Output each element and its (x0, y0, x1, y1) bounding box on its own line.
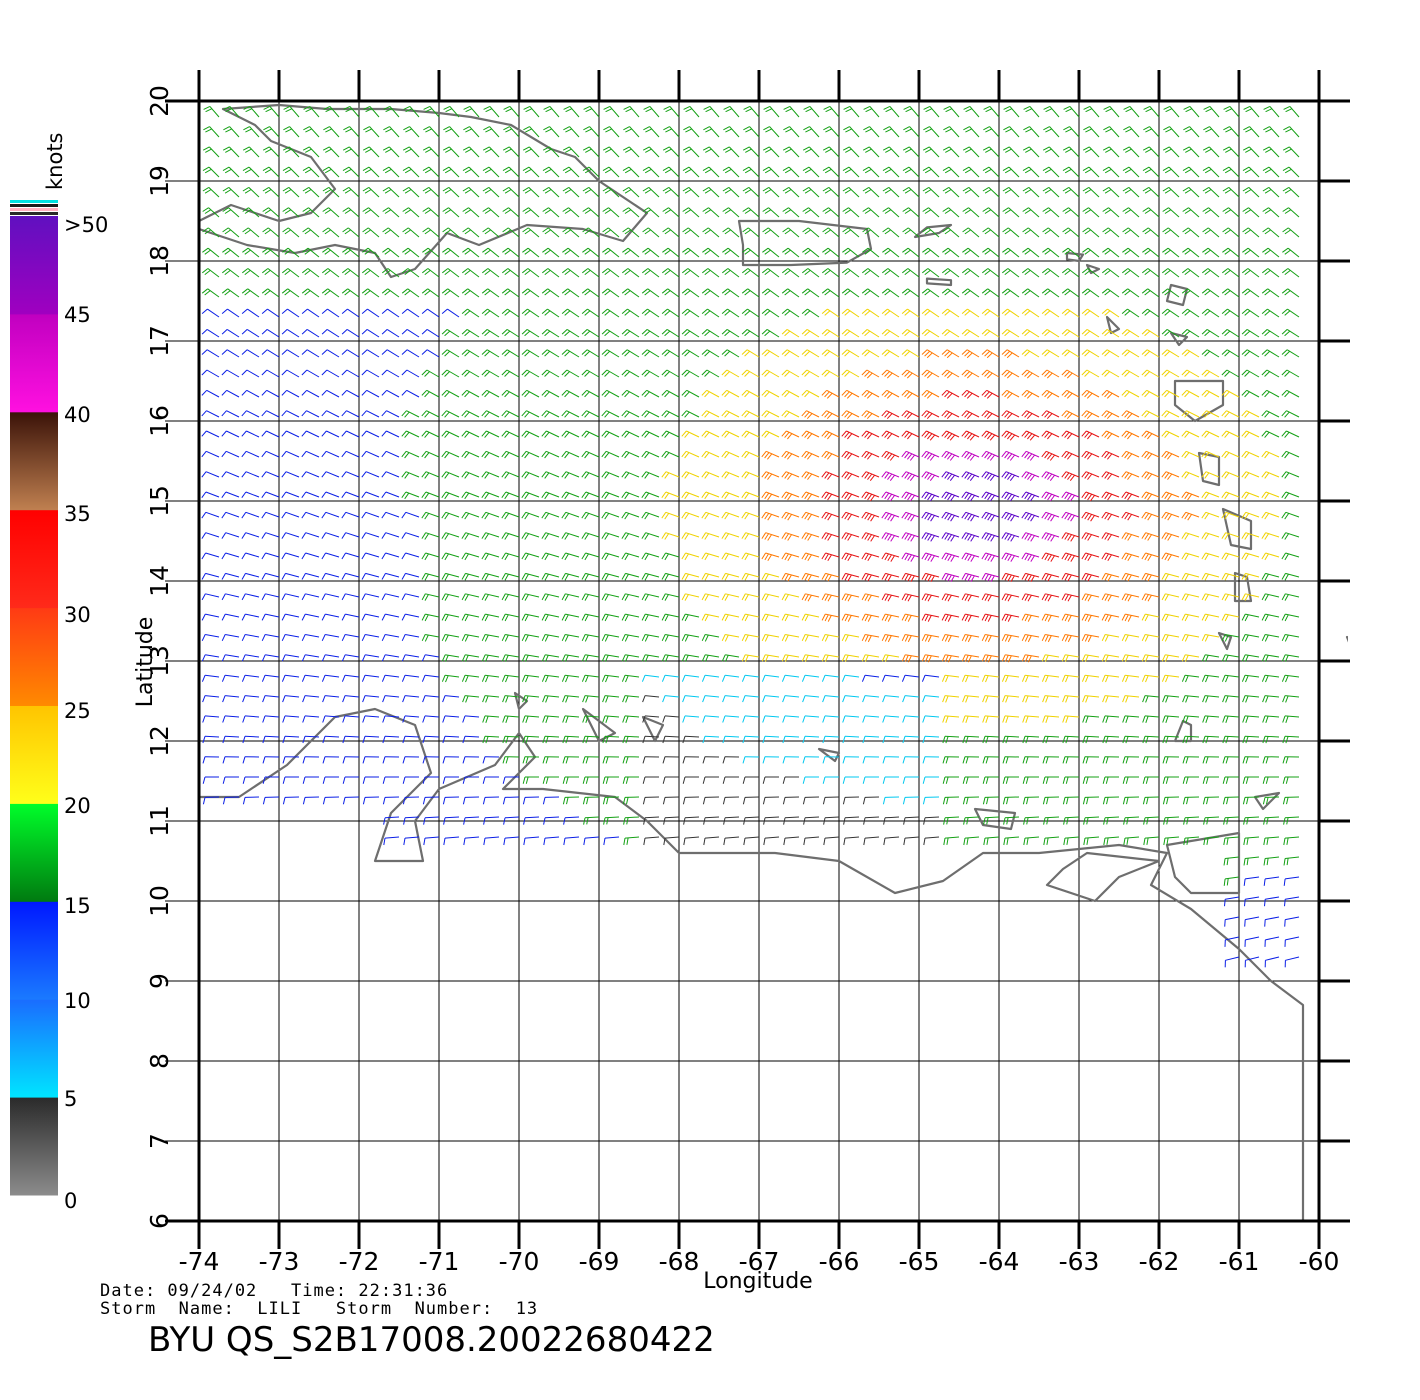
coastline (913, 223, 953, 239)
legend-tick-label: 40 (64, 403, 91, 427)
longitude-tick-label: -61 (1219, 1247, 1260, 1276)
coastline (1345, 635, 1348, 643)
coastline (513, 691, 529, 711)
coastline (1045, 851, 1161, 903)
latitude-tick-labels: 6 7 8 9 10 11 12 13 14 15 16 17 18 19 20 (145, 85, 174, 1229)
legend-band (10, 509, 58, 609)
latitude-tick-label: 15 (145, 485, 174, 517)
longitude-tick-label: -60 (1299, 1247, 1340, 1276)
latitude-tick-label: 14 (145, 565, 174, 597)
coastline (199, 103, 649, 279)
latitude-tick-label: 10 (145, 885, 174, 917)
color-legend: knots >50 45 40 35 30 25 20 15 10 5 0 (10, 133, 108, 1213)
longitude-tick-labels: -74 -73 -72 -71 -70 -69 -68 -67 -66 -65 -64 -63 -62 -… (179, 1247, 1340, 1276)
latitude-tick-label: 6 (145, 1213, 174, 1229)
plot-frame (165, 70, 1350, 1249)
longitude-tick-label: -69 (579, 1247, 620, 1276)
longitude-tick-label: -72 (339, 1247, 380, 1276)
legend-cap-stripe (10, 204, 58, 207)
legend-band (10, 901, 58, 1000)
longitude-tick-label: -64 (979, 1247, 1020, 1276)
longitude-tick-label: -67 (739, 1247, 780, 1276)
legend-tick-label: 25 (64, 699, 91, 723)
longitude-tick-label: -74 (179, 1247, 220, 1276)
coastline (1233, 571, 1253, 603)
y-axis-title: Latitude (133, 617, 158, 708)
legend-tick-label: 30 (64, 603, 91, 627)
legend-tick-label: 5 (64, 1087, 77, 1111)
longitude-tick-label: -68 (659, 1247, 700, 1276)
file-title: BYU QS_S2B17008.20022680422 (148, 1320, 715, 1360)
storm-name-line: Storm Name: LILI Storm Number: 13 (100, 1299, 539, 1319)
coastline (1165, 831, 1241, 895)
legend-band (10, 411, 58, 511)
legend-tick-label: 0 (64, 1189, 77, 1213)
latitude-tick-label: 9 (145, 973, 174, 989)
coastline (199, 707, 1305, 1221)
latitude-tick-label: 16 (145, 405, 174, 437)
legend-band (10, 313, 58, 413)
legend-unit-label: knots (43, 133, 67, 191)
legend-tick-label: 20 (64, 794, 91, 818)
legend-band (10, 803, 58, 902)
latitude-tick-label: 12 (145, 725, 174, 757)
legend-cap-stripe (10, 208, 58, 211)
longitude-tick-label: -73 (259, 1247, 300, 1276)
wind-barbs (199, 105, 1300, 968)
legend-band (10, 705, 58, 804)
latitude-tick-label: 8 (145, 1053, 174, 1069)
coastline (641, 715, 665, 743)
legend-band (10, 216, 58, 315)
legend-band (10, 999, 58, 1098)
legend-band (10, 1097, 58, 1196)
coastline (581, 707, 617, 743)
coastline (1221, 507, 1253, 551)
latitude-tick-label: 19 (145, 165, 174, 197)
coastline (1253, 791, 1281, 811)
legend-tick-label: 15 (64, 894, 91, 918)
coastline (1105, 315, 1121, 335)
coastline (1065, 251, 1085, 263)
latitude-tick-label: 7 (145, 1133, 174, 1149)
latitude-tick-label: 11 (145, 805, 174, 837)
x-axis-title: Longitude (703, 1269, 812, 1294)
legend-tick-label: 10 (64, 989, 91, 1013)
legend-band (10, 607, 58, 706)
longitude-tick-label: -63 (1059, 1247, 1100, 1276)
latitude-tick-label: 20 (145, 85, 174, 117)
coastlines (199, 103, 1348, 1221)
legend-tick-label: 35 (64, 502, 91, 526)
legend-tick-label: >50 (64, 213, 108, 237)
coastline (973, 807, 1017, 831)
latitude-tick-label: 17 (145, 325, 174, 357)
coastline (925, 277, 953, 287)
latitude-tick-label: 13 (145, 645, 174, 677)
longitude-tick-label: -70 (499, 1247, 540, 1276)
legend-cap-stripe (10, 212, 58, 215)
legend-cap-stripe (10, 200, 58, 203)
grid-lines (165, 70, 1350, 1249)
legend-tick-label: 45 (64, 303, 91, 327)
coastline (1173, 719, 1193, 743)
longitude-tick-label: -62 (1139, 1247, 1180, 1276)
longitude-tick-label: -66 (819, 1247, 860, 1276)
coastline (1169, 331, 1189, 347)
latitude-tick-label: 18 (145, 245, 174, 277)
coastline (1165, 283, 1189, 307)
date-time-line: Date: 09/24/02 Time: 22:31:36 (100, 1281, 449, 1301)
longitude-tick-label: -65 (899, 1247, 940, 1276)
coastline (1197, 451, 1221, 487)
coastline (817, 747, 841, 763)
longitude-tick-label: -71 (419, 1247, 460, 1276)
